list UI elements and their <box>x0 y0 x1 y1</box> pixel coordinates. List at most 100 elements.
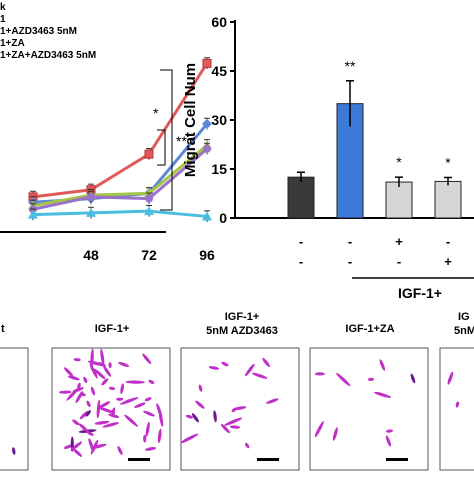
significance-label: ** <box>176 133 187 149</box>
condition-sign: + <box>444 254 452 269</box>
stained-cell <box>73 358 81 362</box>
y-tick-label: 15 <box>211 161 227 177</box>
stained-cell <box>332 427 338 441</box>
group-label: IGF-1+ <box>398 285 442 301</box>
stained-cell <box>191 413 199 423</box>
stained-cell <box>79 392 86 397</box>
scale-bar <box>128 458 150 461</box>
panel-label: IG <box>458 311 470 323</box>
stained-cell <box>134 402 146 408</box>
stained-cell <box>78 423 89 433</box>
x-tick-label: 72 <box>141 247 157 263</box>
stained-cell <box>118 361 130 367</box>
series-line <box>32 62 209 199</box>
y-tick-label: 45 <box>211 63 227 79</box>
panel-label: 5nM AZD3463 <box>206 325 278 337</box>
stained-cell <box>336 372 351 387</box>
stained-cell <box>262 357 271 368</box>
stained-cell <box>148 379 155 384</box>
stained-cell <box>143 434 147 443</box>
stained-cell <box>108 413 120 418</box>
legend-entry: 1+ZA+AZD3463 5nM <box>0 50 96 61</box>
stained-cell <box>86 400 91 408</box>
stained-cell <box>77 382 81 389</box>
significance-label: ** <box>345 58 356 74</box>
series-line <box>32 209 208 218</box>
panel-label: t <box>1 323 5 335</box>
stained-cell <box>385 429 394 433</box>
stained-cell <box>244 442 250 449</box>
significance-bracket <box>160 69 173 211</box>
stained-cell <box>72 419 80 426</box>
significance-label: * <box>396 154 402 170</box>
significance-label: * <box>153 105 159 121</box>
stained-cell <box>86 431 94 436</box>
stained-cell <box>111 407 116 417</box>
stained-cell <box>145 421 150 437</box>
condition-sign: - <box>348 254 352 269</box>
stained-cell <box>97 362 107 367</box>
stained-cell <box>244 363 255 377</box>
data-point <box>202 211 212 221</box>
panel-label: IGF-1+ZA <box>345 323 394 335</box>
stained-cell <box>180 433 199 444</box>
legend-entry: 1+ZA <box>0 38 25 49</box>
stained-cell <box>67 375 80 381</box>
bar <box>385 181 413 219</box>
data-point <box>145 194 153 203</box>
data-point <box>144 149 154 159</box>
stained-cell <box>90 443 107 449</box>
significance-bracket <box>157 129 166 166</box>
data-point <box>202 118 212 129</box>
stained-cell <box>72 448 83 457</box>
condition-sign: - <box>446 234 450 249</box>
stained-cell <box>156 403 163 418</box>
stained-cell <box>120 383 124 394</box>
stained-cell <box>64 367 74 377</box>
stained-cell <box>314 421 324 438</box>
y-tick-label: 60 <box>211 14 227 30</box>
stained-cell <box>231 407 237 413</box>
data-point <box>87 192 95 201</box>
stained-cell <box>119 397 139 405</box>
stained-cell <box>117 446 123 456</box>
stained-cell <box>142 353 152 365</box>
condition-sign: - <box>299 234 303 249</box>
stained-cell <box>99 401 111 408</box>
stained-cell <box>455 401 460 408</box>
stained-cell <box>102 422 119 428</box>
stained-cell <box>66 387 79 401</box>
stained-cell <box>185 414 193 419</box>
stained-cell <box>229 425 241 429</box>
significance-label: * <box>445 154 451 170</box>
stained-cell <box>96 399 101 419</box>
stained-cell <box>85 410 91 417</box>
stained-cell <box>410 373 416 384</box>
stained-cell <box>143 410 155 417</box>
stained-cell <box>101 378 109 386</box>
series-line <box>32 147 208 211</box>
y-tick-label: 30 <box>211 112 227 128</box>
bar <box>287 176 315 219</box>
data-point <box>202 58 212 68</box>
stained-cell <box>63 444 73 450</box>
stained-cell <box>83 376 88 383</box>
panel-label: IGF-1+ <box>95 323 130 335</box>
data-point <box>144 206 154 216</box>
stained-cell <box>100 348 105 366</box>
data-point <box>86 207 96 217</box>
stained-cell <box>144 447 157 451</box>
x-tick-label: 96 <box>199 247 215 263</box>
stained-cell <box>90 348 94 368</box>
scale-bar <box>257 458 279 461</box>
micrograph-frame <box>439 347 474 471</box>
stained-cell <box>213 410 217 423</box>
stained-cell <box>385 435 392 447</box>
stained-cell <box>103 366 112 377</box>
legend-entry: 1+AZD3463 5nM <box>0 26 77 37</box>
stained-cell <box>220 423 230 434</box>
stained-cell <box>447 371 454 385</box>
stained-cell <box>12 447 16 455</box>
